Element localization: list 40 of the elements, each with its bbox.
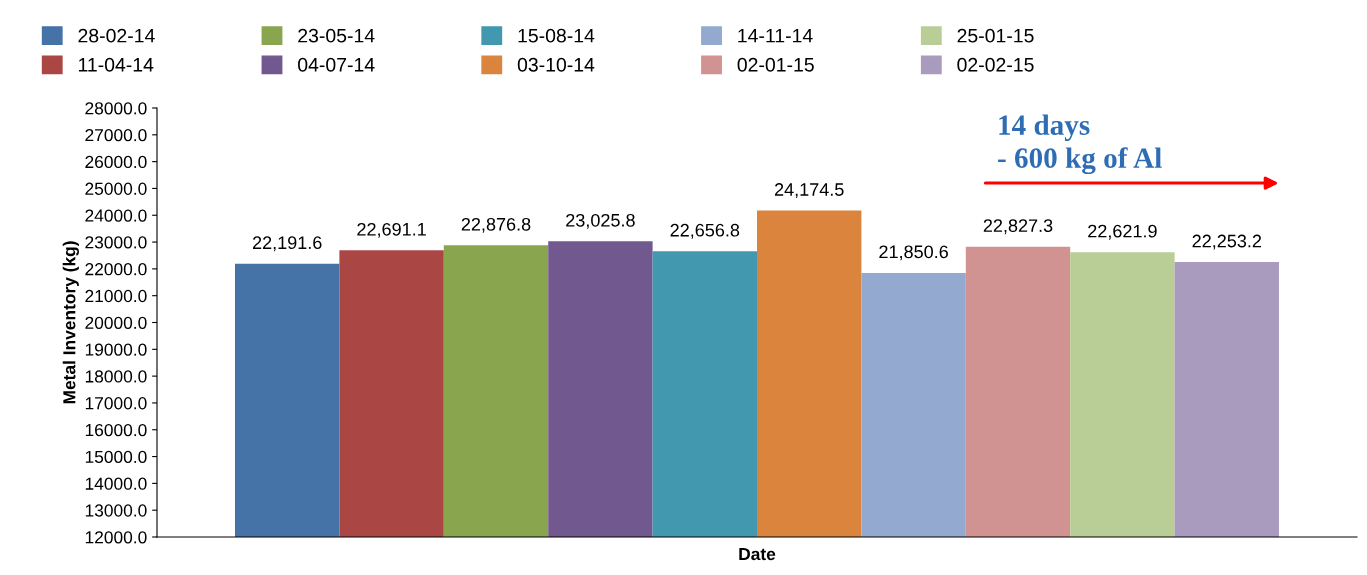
data-label: 22,827.3 xyxy=(983,219,1053,235)
y-tick-label: 16000.0 xyxy=(85,423,147,437)
legend-label: 28-02-14 xyxy=(78,28,155,43)
y-tick-label: 14000.0 xyxy=(85,477,147,490)
y-tick-label: 15000.0 xyxy=(85,450,147,464)
y-tick-label: 23000.0 xyxy=(85,236,147,249)
data-label: 21,850.6 xyxy=(879,245,948,261)
y-tick-label: 26000.0 xyxy=(85,155,147,169)
data-label: 22,621.9 xyxy=(1088,224,1157,240)
data-label: 23,025.8 xyxy=(566,213,635,229)
data-label: 22,191.6 xyxy=(252,236,322,252)
y-tick-label: 28000.0 xyxy=(85,102,147,115)
legend-label: 02-01-15 xyxy=(737,57,814,72)
legend-label: 11-04-14 xyxy=(78,57,154,72)
y-tick-label: 25000.0 xyxy=(85,182,147,195)
y-tick-label: 12000.0 xyxy=(85,531,147,544)
data-label: 22,691.1 xyxy=(357,222,426,238)
y-tick-label: 13000.0 xyxy=(85,504,147,517)
legend-label: 15-08-14 xyxy=(518,28,595,43)
y-tick-label: 19000.0 xyxy=(85,343,147,356)
y-tick-label: 27000.0 xyxy=(85,128,147,142)
y-tick-label: 22000.0 xyxy=(85,263,147,276)
y-tick-label: 21000.0 xyxy=(85,289,147,303)
data-label: 22,876.8 xyxy=(461,217,531,233)
legend-label: 14-11-14 xyxy=(738,28,813,43)
data-label: 24,174.5 xyxy=(774,183,844,199)
x-axis-title: Date xyxy=(739,548,776,561)
y-tick-label: 17000.0 xyxy=(85,397,147,410)
data-label: 22,656.8 xyxy=(670,223,740,239)
y-tick-label: 20000.0 xyxy=(85,316,147,329)
y-axis-title: Metal Inventory (kg) xyxy=(62,241,79,404)
y-tick-label: 18000.0 xyxy=(85,370,147,383)
annotation: 14 days - 600 kg of Al xyxy=(998,114,1162,175)
data-label: 22,253.2 xyxy=(1192,234,1262,250)
legend-label: 03-10-14 xyxy=(517,57,595,72)
legend-label: 25-01-15 xyxy=(957,28,1034,43)
legend-label: 04-07-14 xyxy=(298,57,375,72)
legend-label: 23-05-14 xyxy=(298,28,375,43)
legend-label: 02-02-15 xyxy=(957,57,1034,72)
y-tick-label: 24000.0 xyxy=(85,209,147,222)
